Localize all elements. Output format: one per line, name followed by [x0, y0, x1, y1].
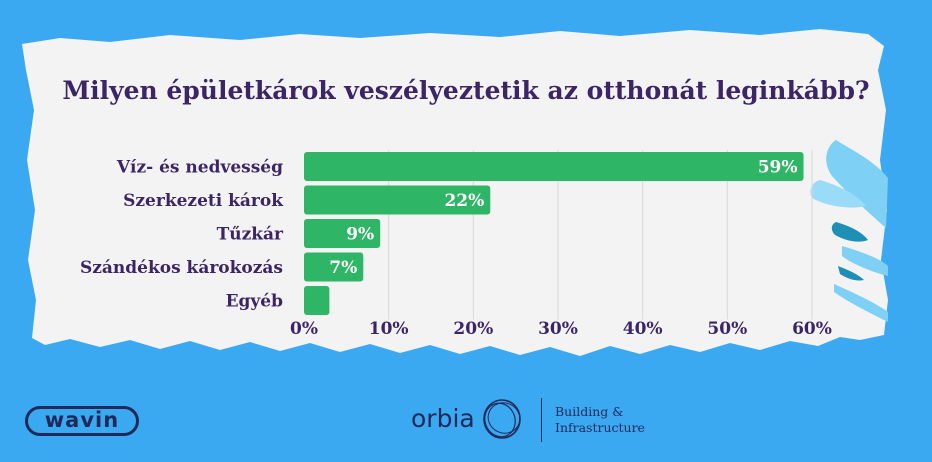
x-tick-label: 40% [623, 319, 663, 339]
x-tick-label: 50% [707, 319, 747, 339]
footer: wavin orbia Building & Infrastructure [0, 390, 932, 462]
x-tick-label: 0% [290, 319, 318, 339]
orbia-ring-icon [483, 399, 521, 439]
chart-title: Milyen épületkárok veszélyeztetik az ott… [62, 76, 870, 105]
bi-line-1: Building & [555, 404, 624, 419]
x-tick-label: 60% [792, 319, 832, 339]
value-label: 7% [329, 258, 357, 278]
orbia-logo: orbia [411, 404, 475, 433]
x-tick-label: 20% [453, 319, 493, 339]
bar [304, 219, 381, 248]
category-label: Szerkezeti károk [123, 191, 284, 211]
splash-decoration [810, 140, 888, 322]
category-label: Egyéb [226, 292, 284, 312]
x-tick-label: 30% [538, 319, 578, 339]
category-label: Víz- és nedvesség [116, 158, 283, 178]
footer-divider [541, 398, 542, 442]
bi-line-2: Infrastructure [555, 420, 645, 435]
x-tick-label: 10% [369, 319, 409, 339]
bar [304, 185, 491, 215]
bar [304, 252, 364, 282]
wavin-logo: wavin [25, 406, 139, 436]
bar [304, 286, 330, 315]
value-label: 59% [758, 158, 798, 178]
value-label: 22% [444, 191, 484, 211]
category-label: Tűzkár [217, 225, 284, 245]
category-label: Szándékos károkozás [80, 258, 283, 278]
value-label: 9% [346, 225, 374, 245]
building-infrastructure-label: Building & Infrastructure [555, 404, 645, 436]
bar [304, 152, 804, 181]
